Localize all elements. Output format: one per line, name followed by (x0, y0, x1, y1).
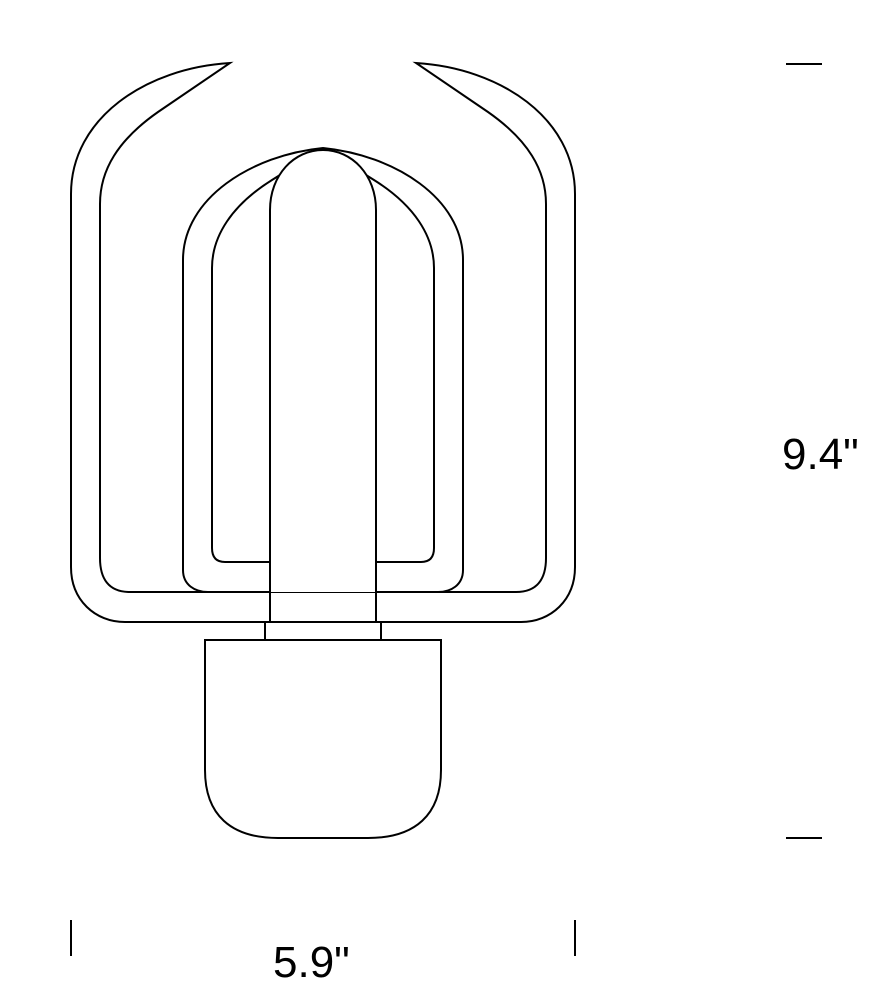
petal-outer-left (71, 63, 270, 622)
petal-center (270, 150, 376, 592)
lamp-outline (71, 63, 575, 838)
base-body (205, 640, 441, 838)
base-collar (265, 622, 381, 640)
petal-outer-right (376, 63, 575, 622)
width-label: 5.9" (273, 938, 350, 988)
dimension-drawing (0, 0, 888, 1000)
height-label: 9.4" (782, 430, 859, 480)
